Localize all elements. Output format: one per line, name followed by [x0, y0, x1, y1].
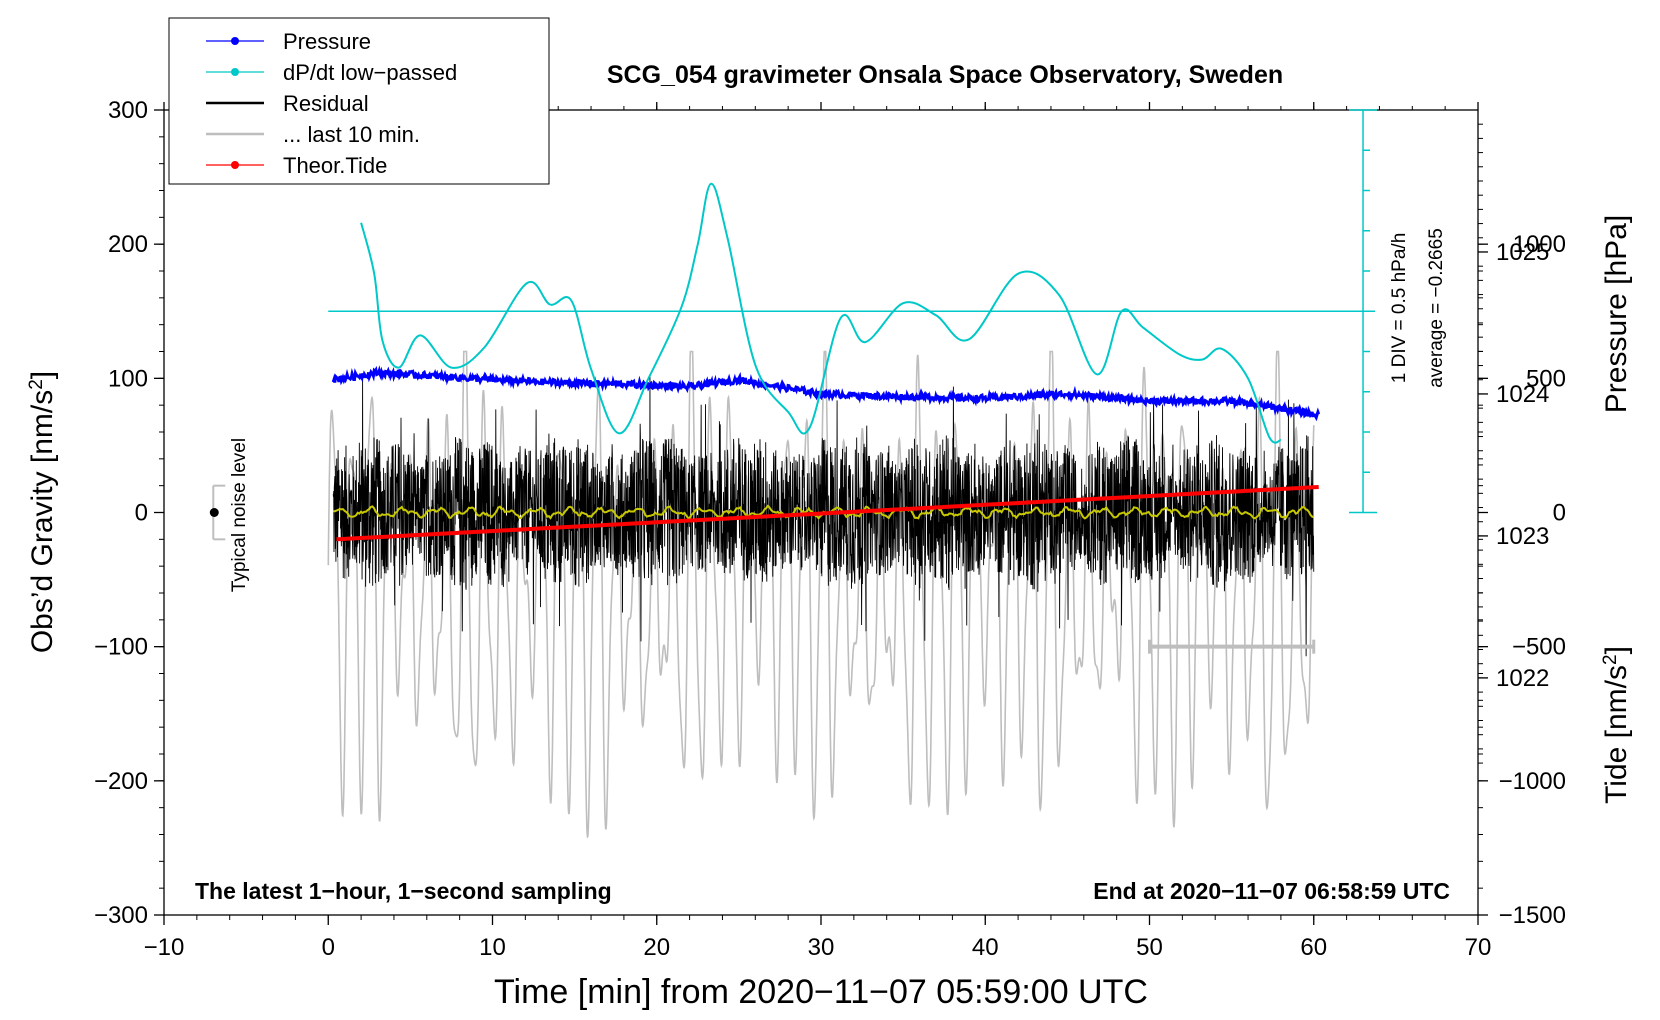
tide-tick-label: −500 — [1512, 634, 1566, 661]
noise-level-label: Typical noise level — [229, 438, 250, 592]
x-tick-label: 70 — [1465, 934, 1492, 961]
pressure-tick-label: 1022 — [1496, 665, 1549, 692]
residual-line — [332, 374, 1315, 657]
legend-label: Theor.Tide — [283, 153, 387, 178]
y-tick-label: 200 — [108, 231, 148, 258]
annotation-layer — [209, 109, 1378, 654]
tide-tick-label: 0 — [1553, 500, 1566, 527]
pressure-line — [331, 365, 1321, 422]
x-axis-label: Time [min] from 2020−11−07 05:59:00 UTC — [494, 973, 1148, 1011]
legend-label: dP/dt low−passed — [283, 60, 457, 85]
tide-axis-label: Tide [nm/s2] — [1600, 646, 1634, 804]
tide-tick-label: −1000 — [1499, 768, 1566, 795]
legend: Pressure dP/dt low−passed Residual ... last… — [168, 17, 550, 185]
pressure-axis-label: Pressure [hPa] — [1600, 215, 1633, 413]
axes-layer: −10 0 10 20 30 40 50 60 703002001000−100−200−300… — [94, 97, 1566, 961]
x-tick-label: 60 — [1300, 934, 1327, 961]
chart-title: SCG_054 gravimeter Onsala Space Observat… — [607, 61, 1283, 89]
y-tick-label: 100 — [108, 365, 148, 392]
end-time-note: End at 2020−11−07 06:58:59 UTC — [1093, 878, 1450, 904]
series-layer — [327, 182, 1321, 839]
y-tick-label: 300 — [108, 97, 148, 124]
y-tick-label: −100 — [94, 634, 148, 661]
y-tick-label: −300 — [94, 902, 148, 929]
tide-tick-label: −1500 — [1499, 902, 1566, 929]
pressure-tick-label: 1025 — [1496, 239, 1549, 266]
x-tick-label: 50 — [1136, 934, 1163, 961]
tide-tick-label: 500 — [1526, 365, 1566, 392]
legend-label: ... last 10 min. — [283, 122, 420, 147]
x-tick-label: 10 — [479, 934, 506, 961]
x-tick-label: 30 — [808, 934, 835, 961]
legend-marker — [231, 37, 239, 45]
tide-tick-label: 1000 — [1513, 231, 1566, 258]
legend-label: Residual — [283, 91, 369, 116]
pressure-tick-label: 1024 — [1496, 381, 1549, 408]
legend-box — [168, 17, 550, 185]
x-tick-label: 0 — [322, 934, 335, 961]
dpdt-average-label: average = −0.2665 — [1426, 228, 1447, 388]
y-tick-label: −200 — [94, 768, 148, 795]
legend-label: Pressure — [283, 29, 371, 54]
sampling-note: The latest 1−hour, 1−second sampling — [195, 878, 612, 904]
theoretical-tide-line — [336, 485, 1319, 542]
x-tick-label: 20 — [643, 934, 670, 961]
legend-marker — [231, 68, 239, 76]
noise-bar-dot — [209, 508, 219, 517]
dpdt-scale-label: 1 DIV = 0.5 hPa/h — [1389, 233, 1410, 384]
legend-marker — [231, 161, 239, 169]
pressure-tick-label: 1023 — [1496, 523, 1549, 550]
x-tick-label: −10 — [144, 934, 185, 961]
x-tick-label: 40 — [972, 934, 999, 961]
dpdt-line — [360, 182, 1282, 444]
y-tick-label: 0 — [135, 500, 148, 527]
y-axis-label: Obs’d Gravity [nm/s2] — [26, 371, 60, 653]
